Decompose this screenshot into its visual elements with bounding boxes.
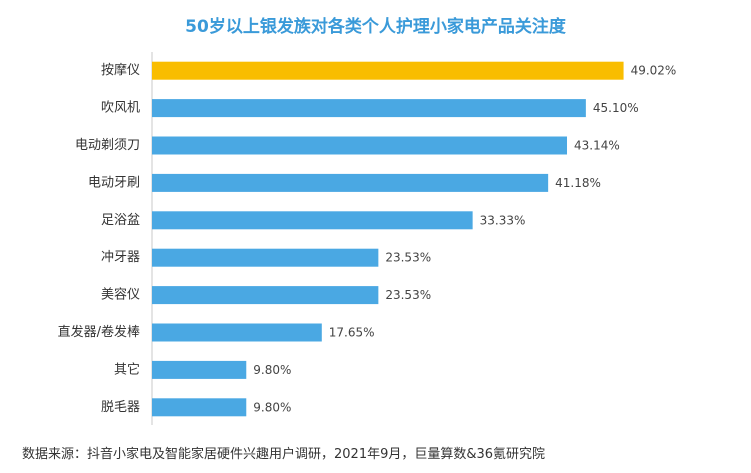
bar — [152, 360, 247, 379]
bar — [152, 99, 586, 118]
bar — [152, 398, 247, 417]
value-label: 9.80% — [253, 363, 291, 377]
category-label: 电动牙刷 — [88, 175, 140, 190]
value-label: 33.33% — [480, 213, 526, 227]
category-label: 按摩仪 — [101, 62, 140, 78]
category-label: 直发器/卷发棒 — [58, 324, 140, 340]
value-label: 45.10% — [593, 101, 639, 115]
bars-group: 按摩仪 49.02% 吹风机 45.10% 电动剃须刀 43.14% 电动牙刷 41.18% 足… — [58, 61, 677, 417]
category-label: 足浴盆 — [101, 213, 140, 228]
value-label: 43.14% — [574, 139, 620, 153]
value-label: 41.18% — [555, 176, 601, 190]
bar — [152, 323, 322, 342]
category-label: 冲牙器 — [101, 250, 140, 265]
bar — [152, 136, 568, 155]
bar — [152, 248, 379, 267]
category-label: 美容仪 — [101, 287, 140, 303]
bar — [152, 173, 549, 192]
bar — [152, 286, 379, 305]
bar — [152, 211, 473, 230]
value-label: 49.02% — [631, 64, 677, 78]
source-note: 数据来源：抖音小家电及智能家居硬件兴趣用户调研，2021年9月，巨量算数&36氪… — [22, 447, 546, 462]
category-label: 其它 — [114, 361, 140, 377]
chart-title: 50岁以上银发族对各类个人护理小家电产品关注度 — [185, 17, 566, 37]
category-label: 脱毛器 — [101, 400, 140, 415]
value-label: 17.65% — [329, 326, 375, 340]
category-label: 吹风机 — [101, 101, 140, 116]
value-label: 23.53% — [385, 288, 431, 302]
value-label: 23.53% — [385, 251, 431, 265]
bar — [152, 61, 624, 80]
value-label: 9.80% — [253, 400, 291, 414]
category-label: 电动剃须刀 — [75, 138, 140, 153]
